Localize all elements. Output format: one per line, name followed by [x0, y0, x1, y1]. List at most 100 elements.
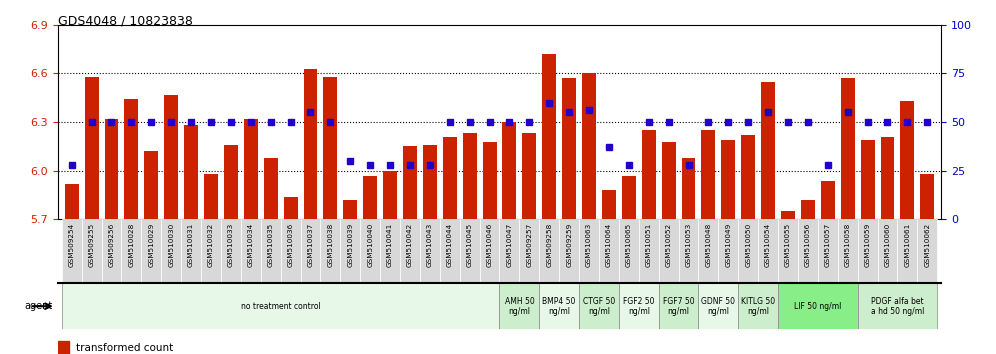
Bar: [502, 122, 516, 219]
Bar: [798, 219, 818, 283]
Bar: [164, 95, 178, 219]
Text: GSM510031: GSM510031: [188, 223, 194, 267]
Text: GSM510030: GSM510030: [168, 223, 174, 267]
Bar: [423, 145, 437, 219]
Bar: [641, 130, 655, 219]
Bar: [463, 133, 477, 219]
Text: GSM509254: GSM509254: [69, 223, 75, 267]
Bar: [124, 99, 138, 219]
Text: GSM510062: GSM510062: [924, 223, 930, 267]
Bar: [678, 219, 698, 283]
Text: GSM510039: GSM510039: [348, 223, 354, 267]
Text: LIF 50 ng/ml: LIF 50 ng/ml: [794, 302, 842, 311]
Text: GSM510061: GSM510061: [904, 223, 910, 267]
Bar: [838, 219, 858, 283]
Bar: [144, 152, 158, 219]
Bar: [658, 219, 678, 283]
Bar: [801, 200, 815, 219]
Bar: [758, 219, 778, 283]
Bar: [619, 219, 638, 283]
Text: GSM510048: GSM510048: [705, 223, 711, 267]
Text: GSM510055: GSM510055: [785, 223, 791, 267]
Text: GSM509255: GSM509255: [89, 223, 95, 267]
Text: GSM510057: GSM510057: [825, 223, 831, 267]
Text: GSM509256: GSM509256: [109, 223, 115, 267]
Bar: [638, 219, 658, 283]
Text: FGF7 50
ng/ml: FGF7 50 ng/ml: [662, 297, 694, 316]
Bar: [542, 54, 556, 219]
Bar: [539, 283, 579, 329]
Text: GSM510046: GSM510046: [486, 223, 493, 267]
Bar: [701, 130, 715, 219]
Bar: [420, 219, 440, 283]
Bar: [301, 219, 321, 283]
Text: AMH 50
ng/ml: AMH 50 ng/ml: [505, 297, 534, 316]
Text: agent: agent: [25, 301, 53, 311]
Text: FGF2 50
ng/ml: FGF2 50 ng/ml: [623, 297, 654, 316]
Text: GSM510052: GSM510052: [665, 223, 671, 267]
Text: CTGF 50
ng/ml: CTGF 50 ng/ml: [583, 297, 616, 316]
Bar: [658, 283, 698, 329]
Bar: [698, 219, 718, 283]
Bar: [403, 147, 417, 219]
Text: GSM510040: GSM510040: [368, 223, 374, 267]
Bar: [877, 219, 897, 283]
Text: KITLG 50
ng/ml: KITLG 50 ng/ml: [741, 297, 775, 316]
Bar: [778, 219, 798, 283]
Text: GSM510049: GSM510049: [725, 223, 731, 267]
Bar: [62, 219, 82, 283]
Text: GSM509257: GSM509257: [526, 223, 532, 267]
Bar: [681, 158, 695, 219]
Bar: [460, 219, 480, 283]
Text: GDNF 50
ng/ml: GDNF 50 ng/ml: [701, 297, 735, 316]
Bar: [141, 219, 161, 283]
Text: GSM510060: GSM510060: [884, 223, 890, 267]
Bar: [721, 140, 735, 219]
Bar: [661, 142, 675, 219]
Bar: [499, 219, 519, 283]
Text: GSM510065: GSM510065: [625, 223, 631, 267]
Bar: [82, 219, 102, 283]
Bar: [519, 219, 539, 283]
Bar: [579, 283, 619, 329]
Text: transformed count: transformed count: [76, 343, 173, 353]
Text: PDGF alfa bet
a hd 50 ng/ml: PDGF alfa bet a hd 50 ng/ml: [871, 297, 924, 316]
Text: GSM509258: GSM509258: [546, 223, 552, 267]
Bar: [579, 219, 599, 283]
Text: GSM510047: GSM510047: [506, 223, 513, 267]
Text: GSM510038: GSM510038: [328, 223, 334, 267]
Bar: [184, 125, 198, 219]
Bar: [741, 135, 755, 219]
Text: GSM510051: GSM510051: [645, 223, 651, 267]
Bar: [559, 219, 579, 283]
Bar: [738, 283, 778, 329]
Bar: [619, 283, 658, 329]
Bar: [221, 219, 241, 283]
Bar: [241, 219, 261, 283]
Text: GSM510056: GSM510056: [805, 223, 811, 267]
Bar: [480, 219, 499, 283]
Bar: [778, 283, 858, 329]
Bar: [443, 137, 457, 219]
Bar: [102, 219, 122, 283]
Bar: [224, 145, 238, 219]
Bar: [562, 78, 576, 219]
Text: GSM510050: GSM510050: [745, 223, 751, 267]
Bar: [181, 219, 201, 283]
Bar: [861, 140, 874, 219]
Bar: [85, 77, 99, 219]
Bar: [900, 101, 914, 219]
Bar: [264, 158, 278, 219]
Bar: [781, 211, 795, 219]
Bar: [602, 190, 616, 219]
Bar: [344, 200, 358, 219]
Text: GSM509259: GSM509259: [566, 223, 572, 267]
Text: GSM510064: GSM510064: [606, 223, 612, 267]
Bar: [364, 176, 377, 219]
Bar: [841, 78, 855, 219]
Text: GSM510037: GSM510037: [308, 223, 314, 267]
Bar: [698, 283, 738, 329]
Text: GSM510063: GSM510063: [586, 223, 592, 267]
Text: GSM510059: GSM510059: [865, 223, 871, 267]
Bar: [920, 174, 934, 219]
